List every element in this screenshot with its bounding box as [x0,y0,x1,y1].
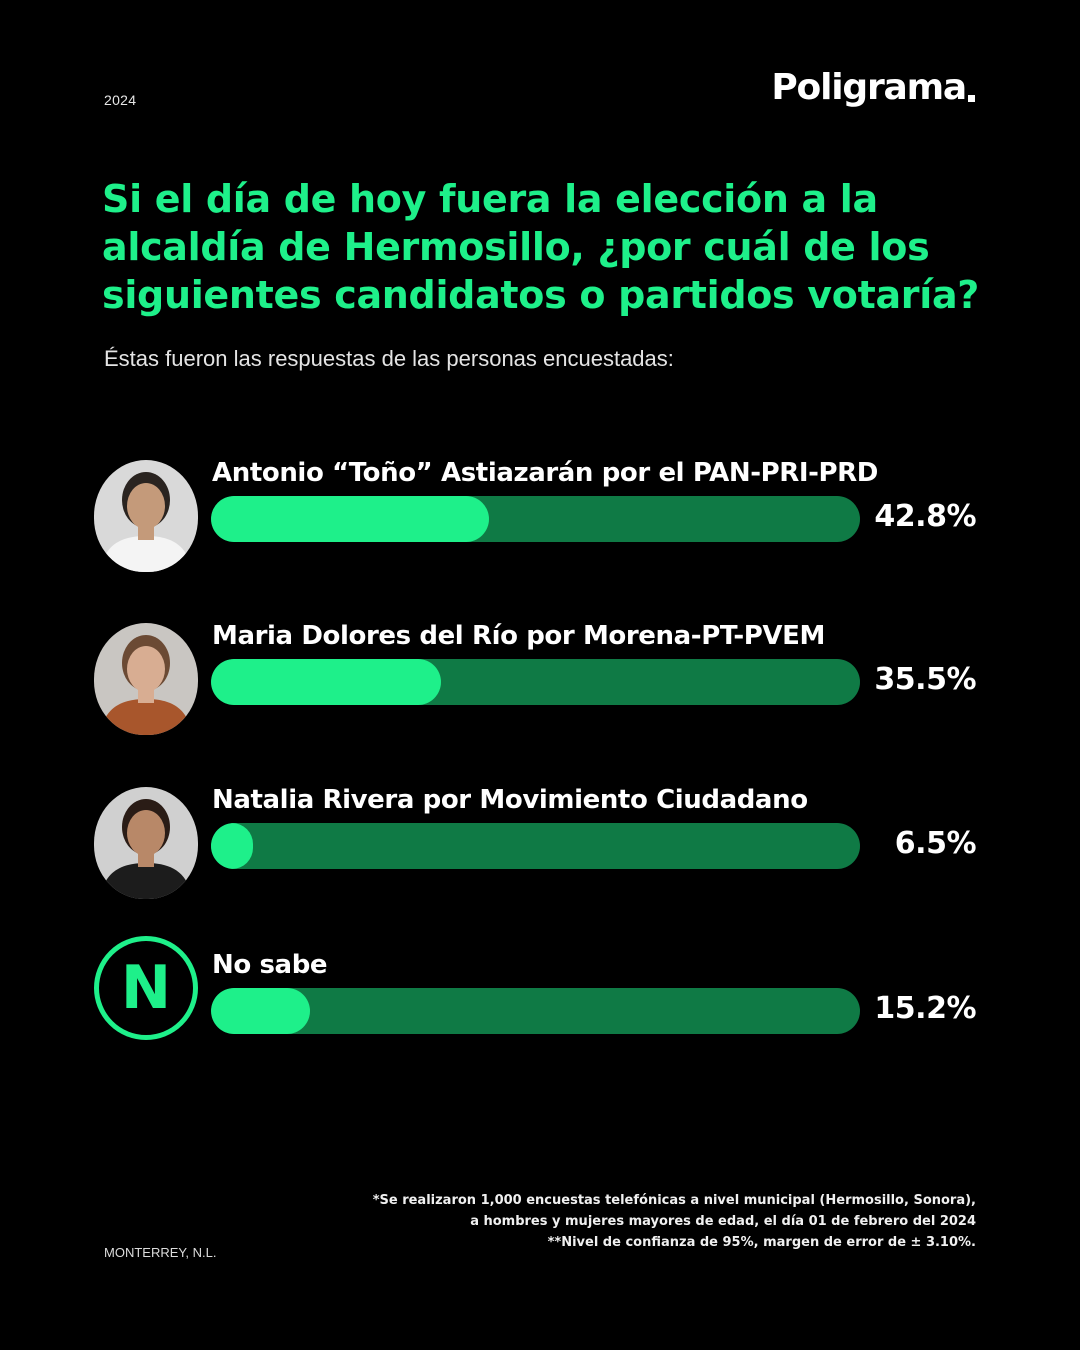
footnote-line: **Nivel de confianza de 95%, margen de e… [547,1235,976,1250]
brand-logo: Poligrama [771,70,975,106]
bar-track [211,659,860,705]
candidate-photo-icon [94,460,198,572]
footnote-line: *Se realizaron 1,000 encuestas telefónic… [372,1193,976,1208]
footnote: *Se realizaron 1,000 encuestas telefónic… [276,1190,976,1253]
bar-value-label: 35.5% [874,662,976,697]
candidate-photo-icon [94,623,198,735]
bar-fill [211,496,489,542]
bar-value-label: 6.5% [894,826,977,861]
brand-dot-icon [968,95,975,102]
footnote-line: a hombres y mujeres mayores de edad, el … [470,1214,976,1229]
bar-value-label: 42.8% [874,499,976,534]
bar-fill [211,659,441,705]
bar-row: Maria Dolores del Río por Morena-PT-PVEM… [0,621,1080,761]
bar-label: Maria Dolores del Río por Morena-PT-PVEM [212,621,825,651]
bar-track [211,496,860,542]
chart-subtitle: Éstas fueron las respuestas de las perso… [104,346,674,371]
bar-value-label: 15.2% [874,991,976,1026]
no-sabe-icon: N [94,936,198,1040]
bar-row: N No sabe 15.2% [0,936,1080,1090]
candidate-photo-icon [94,787,198,899]
bar-row: Antonio “Toño” Astiazarán por el PAN-PRI… [0,458,1080,598]
year-label: 2024 [104,92,137,108]
bar-label: No sabe [212,950,328,980]
bar-fill [211,988,310,1034]
n-letter: N [120,953,172,1023]
bar-label: Natalia Rivera por Movimiento Ciudadano [212,785,808,815]
brand-name: Poligrama [771,67,967,108]
location-label: MONTERREY, N.L. [104,1245,217,1260]
bar-track [211,823,860,869]
bar-label: Antonio “Toño” Astiazarán por el PAN-PRI… [212,458,878,488]
bar-track [211,988,860,1034]
bar-row: Natalia Rivera por Movimiento Ciudadano 6… [0,785,1080,925]
chart-title: Si el día de hoy fuera la elección a la … [102,177,980,317]
bar-fill [211,823,253,869]
